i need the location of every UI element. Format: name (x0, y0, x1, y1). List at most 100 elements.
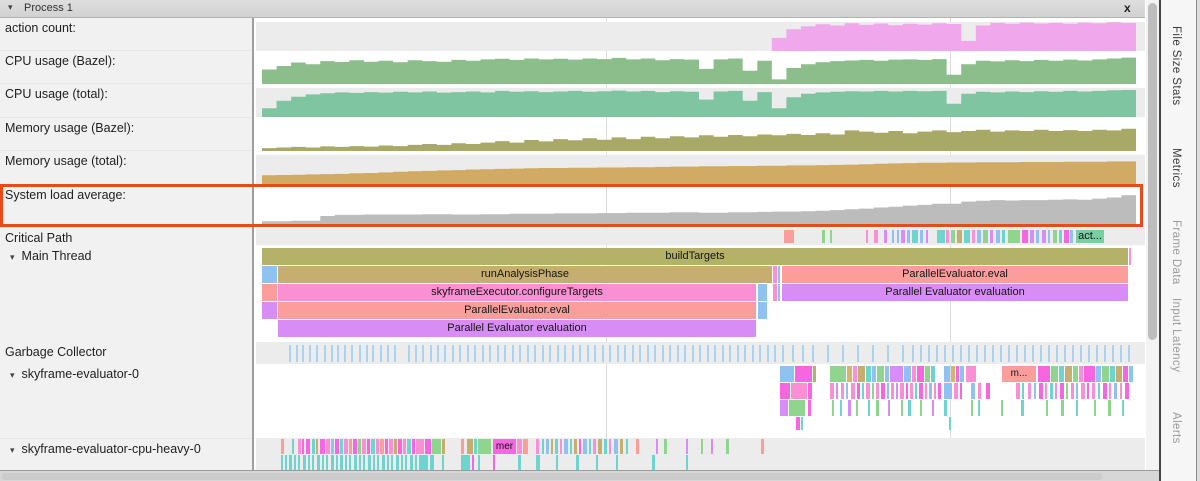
gc-tick[interactable] (337, 345, 339, 362)
main-thread-row-4[interactable]: Parallel Evaluator evaluation (256, 320, 1145, 337)
trace-slice[interactable] (387, 455, 389, 470)
trace-slice[interactable] (262, 266, 277, 283)
trace-slice[interactable] (1070, 230, 1073, 243)
trace-slice[interactable] (912, 230, 918, 243)
gc-tick[interactable] (936, 345, 938, 362)
trace-slice[interactable] (784, 230, 794, 243)
trace-slice[interactable] (840, 400, 842, 416)
trace-slice[interactable] (478, 439, 491, 454)
trace-slice[interactable] (555, 439, 558, 454)
trace-slice[interactable] (523, 439, 528, 454)
gc-tick[interactable] (729, 345, 731, 362)
trace-slice[interactable] (1030, 230, 1034, 243)
trace-slice[interactable] (407, 439, 411, 454)
trace-slice[interactable] (349, 439, 352, 454)
trace-slice[interactable] (853, 366, 857, 382)
gc-tick[interactable] (920, 345, 922, 362)
gc-tick[interactable] (976, 345, 978, 362)
trace-slice[interactable] (472, 455, 474, 470)
trace-slice[interactable] (964, 230, 970, 243)
counter-band-mem-bazel[interactable] (256, 122, 1145, 151)
trace-slice[interactable] (1028, 383, 1031, 399)
trace-slice[interactable] (851, 383, 855, 399)
gc-tick[interactable] (699, 345, 701, 362)
trace-slice[interactable] (1103, 383, 1107, 399)
trace-slice[interactable]: buildTargets (262, 248, 1128, 265)
trace-slice[interactable] (474, 439, 477, 454)
trace-slice[interactable] (353, 439, 357, 454)
counter-band-system-load[interactable] (256, 189, 1145, 226)
trace-slice[interactable] (583, 439, 587, 454)
trace-slice[interactable] (316, 439, 318, 454)
trace-slice[interactable] (847, 366, 852, 382)
gc-tick[interactable] (609, 345, 611, 362)
trace-slice[interactable] (368, 455, 371, 470)
gc-tick[interactable] (968, 345, 970, 362)
tab-input-latency[interactable]: Input Latency (1170, 298, 1182, 373)
gc-tick[interactable] (296, 345, 298, 362)
trace-slice[interactable] (773, 266, 777, 283)
trace-slice[interactable] (326, 439, 330, 454)
trace-slice[interactable] (546, 439, 549, 454)
gc-tick[interactable] (944, 345, 946, 362)
gc-tick[interactable] (774, 345, 776, 362)
trace-slice[interactable] (983, 230, 988, 243)
gc-tick[interactable] (459, 345, 461, 362)
trace-slice[interactable] (1071, 383, 1074, 399)
trace-slice[interactable] (570, 439, 572, 454)
trace-slice[interactable]: ParallelEvaluator.eval (278, 302, 756, 319)
trace-slice[interactable] (912, 366, 916, 382)
trace-slice[interactable] (888, 400, 890, 416)
trace-slice[interactable] (960, 383, 962, 399)
trace-slice[interactable] (910, 383, 913, 399)
trace-slice[interactable] (596, 455, 598, 470)
trace-slice[interactable]: runAnalysisPhase (278, 266, 772, 283)
gc-tick[interactable] (366, 345, 368, 362)
trace-slice[interactable] (711, 439, 713, 454)
trace-slice[interactable] (972, 230, 975, 243)
gc-tick[interactable] (662, 345, 664, 362)
trace-slice[interactable] (934, 383, 936, 399)
gc-tick[interactable] (617, 345, 619, 362)
gc-tick[interactable] (1128, 345, 1130, 362)
trace-slice[interactable] (1108, 400, 1111, 416)
main-thread-row-3[interactable]: ParallelEvaluator.eval (256, 302, 1145, 319)
trace-slice[interactable] (382, 455, 385, 470)
trace-slice[interactable] (758, 302, 767, 319)
trace-slice[interactable] (556, 455, 558, 470)
trace-slice[interactable] (920, 400, 922, 416)
trace-slice[interactable] (363, 455, 365, 470)
gc-tick[interactable] (316, 345, 318, 362)
trace-slice[interactable] (306, 439, 310, 454)
gc-ticks[interactable] (256, 345, 1145, 362)
trace-slice[interactable] (1129, 366, 1133, 382)
trace-slice[interactable]: m... (1002, 366, 1036, 382)
collapse-main-thread-icon[interactable]: ▾ (10, 252, 15, 262)
gc-tick[interactable] (372, 345, 374, 362)
trace-slice[interactable] (949, 417, 951, 430)
trace-slice[interactable] (954, 383, 958, 399)
trace-slice[interactable] (900, 383, 904, 399)
gc-tick[interactable] (842, 345, 844, 362)
trace-slice[interactable] (419, 455, 428, 470)
gc-tick[interactable] (534, 345, 536, 362)
gc-tick[interactable] (1040, 345, 1042, 362)
gc-tick[interactable] (602, 345, 604, 362)
gc-tick[interactable] (669, 345, 671, 362)
gc-tick[interactable] (1072, 345, 1074, 362)
heavy-row-0[interactable]: mer (256, 439, 1145, 454)
sky0-row-0[interactable]: m... (256, 366, 1145, 382)
trace-slice[interactable] (808, 383, 812, 399)
trace-slice[interactable] (686, 439, 688, 454)
collapse-heavy-icon[interactable]: ▾ (10, 445, 15, 455)
trace-slice[interactable] (836, 383, 838, 399)
trace-slice[interactable] (1039, 383, 1043, 399)
trace-slice[interactable] (1045, 383, 1047, 399)
trace-slice[interactable] (778, 284, 780, 301)
gc-tick[interactable] (767, 345, 769, 362)
trace-slice[interactable] (1084, 366, 1095, 382)
trace-slice[interactable] (560, 439, 562, 454)
gc-tick[interactable] (960, 345, 962, 362)
gc-tick[interactable] (527, 345, 529, 362)
close-icon[interactable]: x (1124, 1, 1131, 15)
